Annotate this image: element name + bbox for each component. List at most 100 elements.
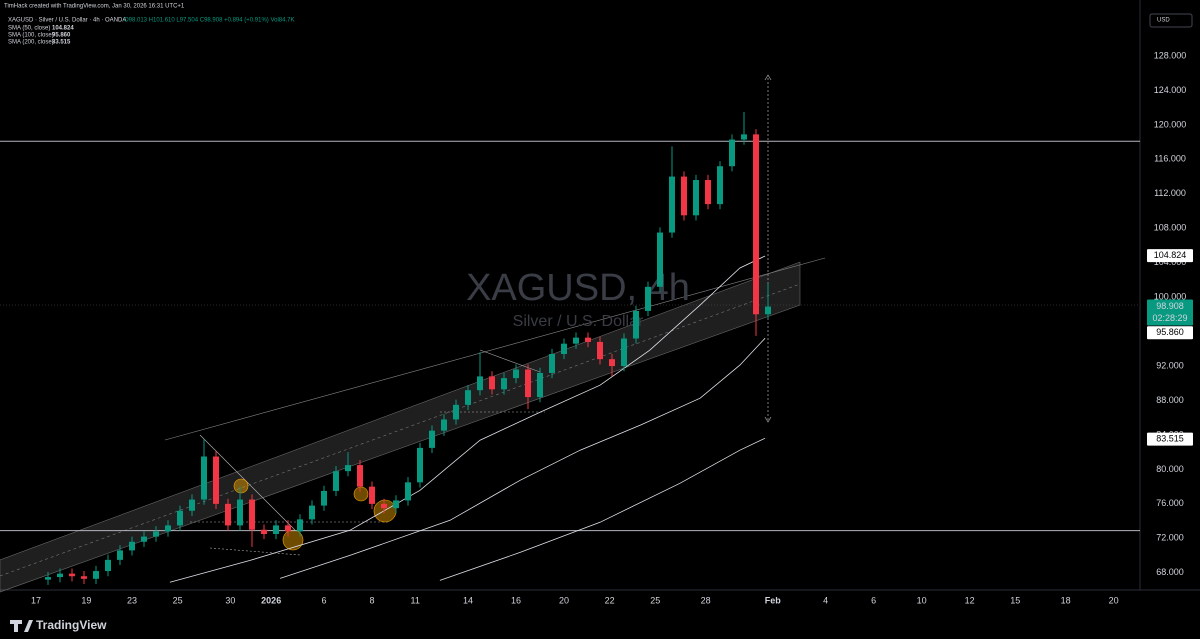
header: TimHack created with TradingView.com, Ja… bbox=[4, 4, 185, 10]
candle-body bbox=[189, 499, 195, 511]
price-label: 95.860 bbox=[1156, 327, 1184, 337]
y-tick-label: 116.000 bbox=[1154, 154, 1186, 164]
x-tick-label: 14 bbox=[463, 595, 473, 605]
trendline bbox=[479, 349, 541, 373]
x-tick-label: 18 bbox=[1061, 595, 1071, 605]
y-tick-label: 112.000 bbox=[1154, 188, 1186, 198]
candle-body bbox=[321, 490, 327, 506]
legend-name: SMA (50, close) bbox=[8, 26, 50, 32]
candle-body bbox=[609, 359, 615, 367]
upper-trendline bbox=[164, 257, 826, 441]
candle-body bbox=[429, 430, 435, 448]
candle-body bbox=[141, 536, 147, 542]
y-tick-label: 88.000 bbox=[1156, 395, 1184, 405]
x-tick-label: 25 bbox=[173, 595, 183, 605]
candle-body bbox=[117, 550, 123, 560]
price-label-box bbox=[1147, 432, 1193, 446]
candle-body bbox=[297, 519, 303, 532]
channel-midline bbox=[0, 283, 801, 577]
candle-body bbox=[153, 531, 159, 537]
x-tick-label: 16 bbox=[511, 595, 521, 605]
candle-body bbox=[285, 525, 291, 532]
arrow-head bbox=[764, 74, 772, 81]
watermark-subtitle: Silver / U.S. Dollar bbox=[513, 313, 644, 330]
legend-value: 83.515 bbox=[52, 40, 71, 46]
candle-body bbox=[213, 456, 219, 504]
last-price-label: 98.908 bbox=[1156, 301, 1184, 311]
y-tick-label: 80.000 bbox=[1156, 464, 1184, 474]
watermark-title: XAGUSD, 4h bbox=[466, 267, 690, 309]
candle-body bbox=[129, 541, 135, 551]
candle-body bbox=[597, 341, 603, 360]
candle-body bbox=[669, 176, 675, 233]
candle-body bbox=[249, 499, 255, 530]
y-tick-label: 124.000 bbox=[1154, 85, 1187, 95]
candle-body bbox=[573, 337, 579, 344]
arrow-head bbox=[764, 416, 772, 423]
x-tick-label: 6 bbox=[871, 595, 876, 605]
candle-body bbox=[489, 376, 495, 390]
highlight-circle bbox=[233, 478, 249, 494]
brand-logo bbox=[10, 620, 33, 632]
price-label-box bbox=[1147, 249, 1193, 263]
candle-body bbox=[537, 372, 543, 398]
candle-body bbox=[45, 577, 51, 580]
y-tick-label: 92.000 bbox=[1156, 360, 1184, 370]
candle-body bbox=[417, 447, 423, 483]
trendline bbox=[199, 434, 296, 531]
legend-value: 104.824 bbox=[52, 26, 74, 32]
candle-body bbox=[465, 390, 471, 405]
price-label: 83.515 bbox=[1156, 434, 1184, 444]
trendline bbox=[209, 547, 301, 556]
candle-body bbox=[69, 573, 75, 577]
candle-body bbox=[381, 503, 387, 509]
candle-body bbox=[345, 465, 351, 472]
candle-body bbox=[705, 180, 711, 205]
y-tick-label: 76.000 bbox=[1156, 498, 1184, 508]
x-tick-label: 12 bbox=[965, 595, 975, 605]
y-tick-label: 72.000 bbox=[1156, 533, 1184, 543]
currency: USD bbox=[1157, 18, 1170, 24]
legend-name: SMA (200, close) bbox=[8, 40, 54, 46]
candle-body bbox=[717, 166, 723, 205]
x-tick-label: 19 bbox=[81, 595, 91, 605]
y-tick-label: 68.000 bbox=[1156, 567, 1184, 577]
highlight-circle bbox=[353, 486, 369, 502]
y-tick-label: 108.000 bbox=[1154, 223, 1187, 233]
x-tick-label: 25 bbox=[650, 595, 660, 605]
candle-body bbox=[57, 573, 63, 578]
candle-body bbox=[333, 471, 339, 491]
candle-body bbox=[513, 369, 519, 379]
candle-body bbox=[393, 500, 399, 509]
candle-body bbox=[501, 378, 507, 390]
brand: TradingView bbox=[36, 618, 107, 632]
candle-body bbox=[621, 338, 627, 367]
x-tick-label: 22 bbox=[605, 595, 615, 605]
candle-body bbox=[561, 343, 567, 354]
candle-body bbox=[741, 134, 747, 140]
candle-body bbox=[273, 525, 279, 535]
legend-name: SMA (100, close) bbox=[8, 33, 54, 39]
sma-line bbox=[169, 255, 766, 583]
candle-body bbox=[177, 510, 183, 526]
x-tick-label: 6 bbox=[321, 595, 326, 605]
candle-body bbox=[357, 465, 363, 487]
x-tick-label: 4 bbox=[823, 595, 828, 605]
candle-body bbox=[585, 337, 591, 342]
candle-body bbox=[93, 571, 99, 579]
candle-body bbox=[81, 576, 87, 579]
x-tick-label: 8 bbox=[369, 595, 374, 605]
price-label-box bbox=[1147, 326, 1193, 340]
candle-body bbox=[681, 176, 687, 216]
countdown: 02:28:29 bbox=[1152, 313, 1187, 323]
currency-box bbox=[1149, 13, 1193, 28]
y-tick-label: 100.000 bbox=[1154, 292, 1187, 302]
y-tick-label: 128.000 bbox=[1154, 50, 1187, 60]
sma-line bbox=[279, 337, 766, 579]
candle-body bbox=[369, 486, 375, 504]
x-tick-label: 15 bbox=[1010, 595, 1020, 605]
candle-body bbox=[525, 369, 531, 398]
